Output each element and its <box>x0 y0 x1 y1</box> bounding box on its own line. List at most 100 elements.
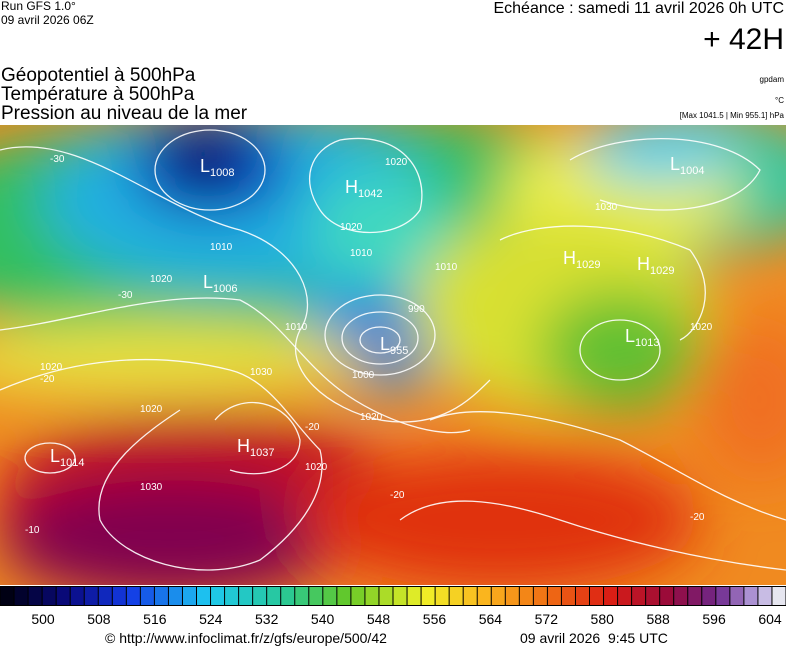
contour-label: 1010 <box>350 248 373 259</box>
isobar <box>0 146 491 423</box>
colorbar-cell <box>154 587 168 605</box>
isobar <box>309 137 423 234</box>
isobar <box>569 137 761 211</box>
system-value: 1042 <box>358 188 382 200</box>
system-letter: L <box>200 156 210 176</box>
lead-time: + 42H <box>703 23 784 56</box>
system-letter: H <box>345 177 358 197</box>
colorbar-cell <box>604 587 618 605</box>
contour-label: 1030 <box>250 367 273 378</box>
contour-label: 1010 <box>285 322 308 333</box>
contour-label: 1000 <box>352 370 375 381</box>
colorbar-cell <box>267 587 281 605</box>
colorbar-cell <box>28 587 42 605</box>
system-value: 1037 <box>250 447 274 459</box>
contour-label: 1020 <box>140 404 163 415</box>
system-letter: H <box>237 436 250 456</box>
contour-label: -20 <box>690 512 705 523</box>
unit: °C <box>775 96 784 105</box>
pressure-system: H1037 <box>237 436 274 459</box>
colorbar-cell <box>491 587 505 605</box>
isobar <box>24 442 76 474</box>
colorbar-cell <box>449 587 463 605</box>
contour-label: 1030 <box>595 202 618 213</box>
field: Pression au niveau de la mer <box>1 103 248 124</box>
system-value: 1014 <box>60 457 84 469</box>
echeance: Echéance : samedi 11 avril 2026 0h UTC <box>493 0 784 17</box>
colorbar-cell <box>197 587 211 605</box>
system-value: 955 <box>390 345 408 357</box>
isobar <box>579 319 661 381</box>
contour-label: -30 <box>118 290 133 301</box>
isobar <box>0 358 323 571</box>
contour-label: -20 <box>390 490 405 501</box>
contour-label: 1020 <box>40 362 63 373</box>
colorbar-cell <box>744 587 758 605</box>
colorbar-tick: 532 <box>255 611 279 627</box>
colorbar-tick: 564 <box>479 611 503 627</box>
contour-label: -20 <box>40 374 55 385</box>
colorbar-cell <box>575 587 589 605</box>
colorbar-tick: 588 <box>646 611 670 627</box>
colorbar-cell <box>519 587 533 605</box>
system-value: 1004 <box>680 165 704 177</box>
contour-label: 1020 <box>385 157 408 168</box>
colorbar-cell <box>590 587 604 605</box>
colorbar-cell <box>716 587 730 605</box>
colorbar-cell <box>112 587 126 605</box>
system-letter: L <box>50 446 60 466</box>
colorbar-cell <box>211 587 225 605</box>
isobar <box>214 401 301 475</box>
colorbar-cell <box>56 587 70 605</box>
colorbar-cell <box>309 587 323 605</box>
colorbar-cell <box>239 587 253 605</box>
contour-label: 1020 <box>150 274 173 285</box>
colorbar-cell <box>365 587 379 605</box>
contour-label: -30 <box>50 154 65 165</box>
colorbar-cell <box>660 587 674 605</box>
isobar <box>429 411 786 521</box>
unit: [Max 1041.5 | Min 955.1] hPa <box>680 111 785 120</box>
colorbar-frame <box>0 586 786 606</box>
isobar <box>499 225 706 341</box>
system-value: 1008 <box>210 167 234 179</box>
system-letter: L <box>380 334 390 354</box>
colorbar-cell <box>126 587 140 605</box>
colorbar-cell <box>477 587 491 605</box>
colorbar-cell <box>505 587 519 605</box>
pressure-system: L1006 <box>203 272 238 295</box>
colorbar-cell <box>463 587 477 605</box>
pressure-system: H1042 <box>345 177 382 200</box>
colorbar-cell <box>421 587 435 605</box>
colorbar-cell <box>407 587 421 605</box>
colorbar-cell <box>435 587 449 605</box>
colorbar-cell <box>688 587 702 605</box>
isobar <box>399 500 786 571</box>
pressure-system: L1008 <box>200 156 235 179</box>
system-value: 1029 <box>576 259 600 271</box>
colorbar-tick: 556 <box>423 611 447 627</box>
colorbar-cell <box>547 587 561 605</box>
system-letter: H <box>563 248 576 268</box>
unit: gpdam <box>760 75 785 84</box>
colorbar-tick: 596 <box>702 611 726 627</box>
colorbar-cell <box>225 587 239 605</box>
run: Run GFS 1.0° <box>1 0 76 13</box>
colorbar-cell <box>351 587 365 605</box>
contour-label: 1030 <box>140 482 163 493</box>
isobar <box>341 311 419 365</box>
system-value: 1029 <box>650 265 674 277</box>
pressure-system: H1029 <box>563 248 600 271</box>
colorbar-cell <box>632 587 646 605</box>
system-letter: L <box>625 326 635 346</box>
colorbar-tick: 508 <box>87 611 111 627</box>
colorbar: 500 508 516 524 532 540 548 556 564 572 580 588 596 6… <box>0 587 786 627</box>
footer-url: © http://www.infoclimat.fr/z/gfs/europe/… <box>105 630 387 646</box>
colorbar-cell <box>281 587 295 605</box>
pressure-system: L955 <box>380 334 408 357</box>
contour-label: 1020 <box>305 462 328 473</box>
pressure-system: L1004 <box>670 154 705 177</box>
pressure-system: L1014 <box>50 446 85 469</box>
colorbar-cell <box>533 587 547 605</box>
